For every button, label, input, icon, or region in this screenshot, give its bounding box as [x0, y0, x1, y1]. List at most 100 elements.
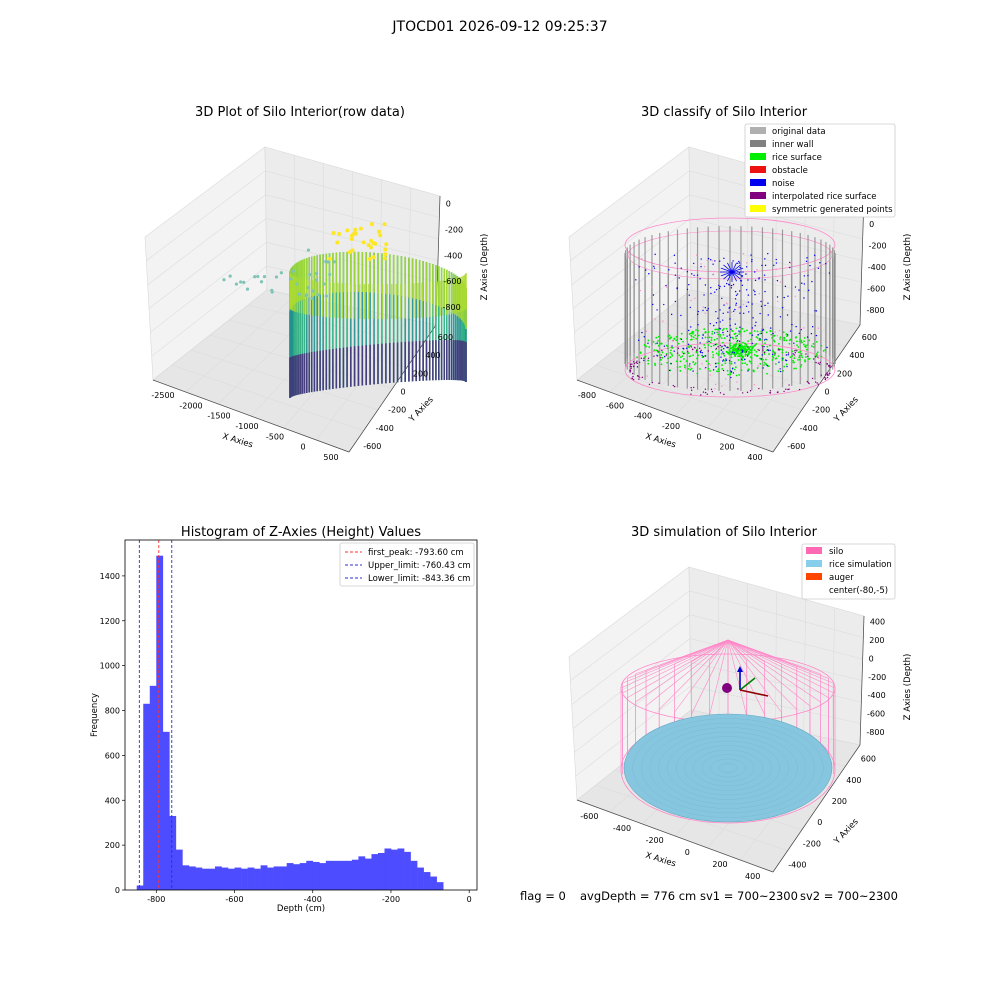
- rice-surface-point: [735, 327, 738, 330]
- depth-point: [314, 271, 319, 276]
- noise-point: [723, 353, 725, 355]
- symmetric-point: [800, 328, 802, 330]
- noise-point: [760, 300, 762, 303]
- rice-surface-point: [678, 354, 681, 357]
- legend-swatch: [806, 573, 822, 580]
- noise-point: [805, 260, 808, 263]
- noise-point: [747, 311, 750, 313]
- noise-point: [815, 334, 818, 337]
- noise-point: [718, 287, 721, 290]
- y-tick-label: 600: [861, 755, 876, 764]
- interpolated-surface-point: [630, 367, 632, 370]
- noise-point: [741, 276, 743, 278]
- rice-surface-point: [699, 368, 701, 370]
- noise-point: [704, 284, 707, 286]
- interpolated-surface-point: [787, 352, 790, 354]
- auger-axis-x: [739, 689, 769, 697]
- noise-point: [761, 354, 763, 356]
- symmetric-point: [719, 335, 721, 337]
- silo-roof-line: [659, 639, 729, 710]
- noise-point: [754, 279, 757, 282]
- noise-point: [701, 354, 703, 357]
- symmetric-point: [640, 377, 642, 379]
- rice-surface-point: [801, 356, 804, 359]
- interpolated-surface-point: [643, 357, 645, 360]
- noise-point: [689, 306, 691, 309]
- rice-surface-point: [697, 354, 700, 357]
- symmetric-point: [666, 327, 669, 329]
- depth-point: [305, 293, 309, 297]
- noise-point: [680, 338, 683, 340]
- z-tick-label: 0: [869, 654, 874, 663]
- y-tick-label: 400: [846, 776, 861, 785]
- symmetric-point: [817, 357, 820, 359]
- rice-surface-point: [658, 343, 661, 345]
- rice-surface-point: [756, 367, 759, 369]
- symmetric-point: [751, 328, 754, 331]
- noise-point: [732, 260, 734, 262]
- depth-point: [349, 233, 354, 238]
- noise-point: [729, 324, 731, 327]
- interpolated-surface-point: [690, 389, 693, 391]
- interpolated-surface-point: [818, 363, 821, 365]
- y-tick-label: -400: [788, 860, 806, 869]
- auger-arrowhead: [737, 666, 743, 672]
- histogram-bar: [221, 867, 229, 890]
- noise-point: [706, 309, 708, 312]
- histogram-bar: [195, 867, 203, 890]
- depth-point: [324, 294, 328, 298]
- noise-point: [648, 273, 650, 275]
- interpolated-surface-point: [794, 350, 796, 352]
- histogram-bar: [156, 555, 164, 890]
- y-tick-label: 0: [817, 818, 822, 827]
- symmetric-point: [803, 327, 805, 329]
- pane-grid-line: [740, 187, 836, 441]
- interpolated-surface-point: [702, 391, 705, 393]
- rice-mesh-line: [675, 740, 781, 796]
- depth-point: [337, 231, 342, 236]
- rice-surface-point: [721, 368, 724, 370]
- rice-surface-point: [791, 350, 794, 353]
- rice-surface-point: [687, 367, 690, 370]
- noise-point: [734, 298, 737, 300]
- rice-surface-point: [691, 331, 694, 334]
- rice-surface-point: [712, 344, 715, 347]
- rice-surface-point: [734, 366, 737, 369]
- noise-point: [720, 349, 722, 351]
- rice-surface-point: [690, 334, 693, 337]
- histogram-axes-frame: [124, 539, 478, 891]
- noise-point: [720, 267, 733, 273]
- rice-surface-point: [766, 345, 769, 348]
- silo-roof-line: [709, 639, 729, 661]
- rice-surface-point: [735, 374, 738, 377]
- noise-point: [763, 339, 766, 341]
- interpolated-surface-point: [788, 388, 790, 390]
- rice-surface-point: [755, 336, 758, 338]
- rice-surface-point: [707, 362, 710, 365]
- rice-surface-point: [718, 350, 720, 353]
- rice-surface-point: [750, 338, 752, 341]
- interpolated-surface-point: [796, 350, 798, 352]
- noise-point: [656, 342, 658, 344]
- rice-surface-point: [783, 365, 786, 368]
- noise-point: [732, 310, 735, 312]
- interpolated-surface-point: [762, 348, 764, 350]
- rice-surface-point: [713, 338, 716, 341]
- interpolated-surface-point: [758, 349, 760, 352]
- noise-point: [663, 355, 666, 358]
- noise-point: [754, 293, 756, 296]
- symmetric-point: [726, 303, 728, 305]
- noise-point: [730, 287, 733, 289]
- histogram-bar: [214, 866, 222, 890]
- noise-point: [764, 279, 766, 281]
- noise-point: [791, 323, 793, 326]
- rice-surface-point: [747, 340, 749, 343]
- noise-point: [759, 338, 761, 340]
- silo-roof-line: [727, 639, 782, 713]
- noise-point: [717, 317, 719, 320]
- symmetric-point: [779, 281, 782, 283]
- noise-point: [740, 280, 742, 282]
- noise-point: [635, 279, 637, 281]
- noise-point: [736, 262, 739, 264]
- noise-point: [747, 301, 750, 303]
